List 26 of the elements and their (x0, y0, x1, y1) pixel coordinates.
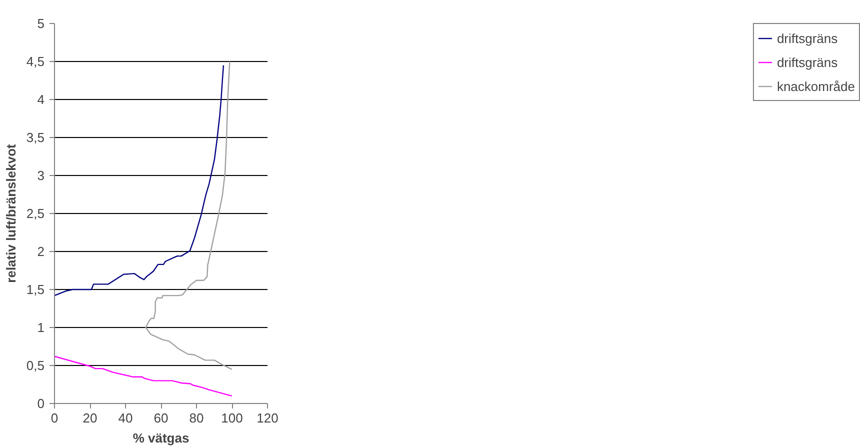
line-series (54, 64, 224, 296)
x-tick-label: 120 (256, 410, 278, 426)
y-tick-label: 4 (37, 92, 45, 107)
y-tick-label: 2,5 (26, 206, 45, 221)
y-tick-label: 3 (37, 168, 45, 183)
line-series (54, 356, 232, 396)
legend-label: knackområde (776, 78, 855, 94)
x-tick-label: 100 (221, 410, 243, 426)
legend-label: driftsgräns (776, 54, 838, 70)
line-series (145, 60, 232, 370)
y-tick-label: 1 (37, 320, 45, 335)
y-axis-title: relativ luft/bränslekvot (3, 143, 18, 283)
y-tick-label: 1,5 (26, 282, 45, 297)
y-tick-label: 0 (37, 396, 45, 411)
x-axis-title: % vätgas (132, 430, 190, 446)
legend-label: driftsgräns (776, 30, 838, 46)
x-tick-label: 60 (154, 410, 168, 426)
x-tick-label: 20 (82, 410, 98, 426)
y-tick-label: 5 (37, 16, 45, 31)
y-tick-label: 4,5 (26, 54, 45, 69)
y-tick-label: 2 (37, 244, 45, 259)
x-tick-label: 40 (118, 410, 133, 426)
x-tick-label: 0 (50, 410, 58, 426)
x-tick-label: 80 (189, 410, 204, 426)
y-tick-label: 3,5 (26, 130, 45, 145)
y-tick-label: 0,5 (26, 358, 45, 373)
